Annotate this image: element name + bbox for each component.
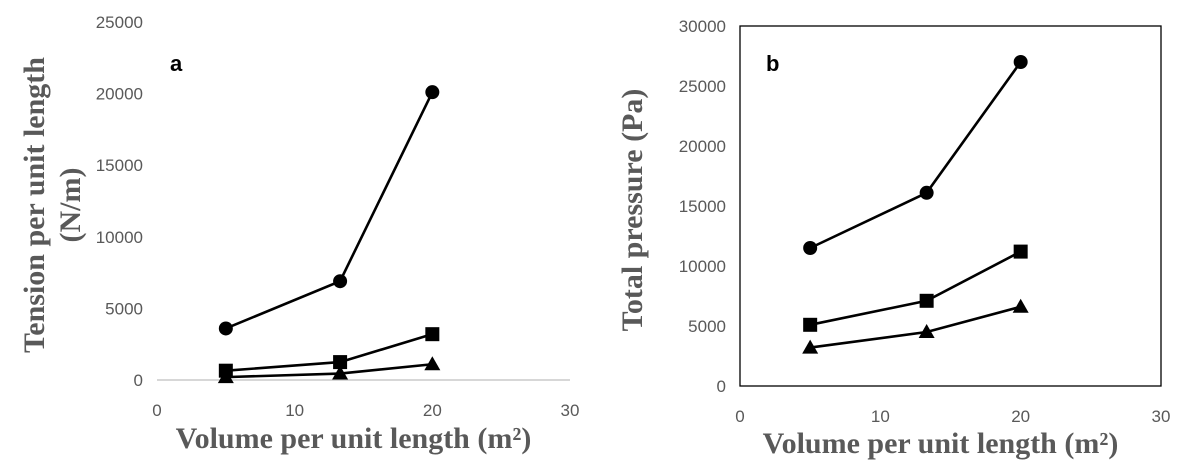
data-point-square — [803, 317, 818, 332]
data-point-square — [1013, 244, 1028, 259]
x-tick-label: 30 — [561, 401, 580, 420]
x-axis-title: Volume per unit length (m²) — [176, 422, 532, 455]
data-point-square — [425, 327, 440, 342]
y-tick-label: 5000 — [688, 317, 726, 336]
y-tick-label: 15000 — [96, 156, 143, 175]
x-tick-label: 20 — [1011, 407, 1030, 426]
data-point-triangle — [1012, 298, 1029, 313]
data-point-square — [333, 355, 348, 370]
data-point-triangle — [802, 339, 819, 354]
series-line-circle — [809, 61, 1022, 250]
series-line-circle — [225, 91, 434, 330]
x-tick-label: 0 — [735, 407, 744, 426]
data-point-triangle — [332, 365, 349, 380]
y-tick-label: 30000 — [679, 17, 726, 36]
data-point-circle — [333, 274, 348, 289]
series-line-triangle — [225, 362, 433, 379]
y-tick-label: 10000 — [679, 257, 726, 276]
data-point-circle — [803, 241, 818, 255]
y-axis-title: Tension per unit length — [18, 57, 51, 353]
data-point-circle — [1013, 55, 1028, 69]
series-line-square — [225, 332, 433, 372]
y-tick-label: 25000 — [96, 13, 143, 32]
y-tick-label: 20000 — [679, 137, 726, 156]
y-tick-label: 15000 — [679, 197, 726, 216]
chart-panel-b: 0 5000 10000 15000 20000 25000 30000 0 10 20 30 Tot… — [616, 17, 1170, 460]
panel-label: a — [170, 51, 183, 76]
x-tick-label: 10 — [285, 401, 304, 420]
y-axis-title: (N/m) — [54, 168, 87, 243]
y-tick-label: 10000 — [96, 228, 143, 247]
x-axis-title: Volume per unit length (m²) — [763, 427, 1119, 460]
data-point-triangle — [424, 356, 441, 371]
y-tick-label: 25000 — [679, 77, 726, 96]
panel-label: b — [766, 51, 779, 76]
x-tick-label: 30 — [1152, 407, 1171, 426]
y-axis-title: Total pressure (Pa) — [616, 89, 649, 332]
data-point-triangle — [918, 324, 935, 338]
y-tick-label: 20000 — [96, 85, 143, 104]
data-point-circle — [425, 85, 440, 100]
x-tick-label: 0 — [152, 401, 161, 420]
data-point-circle — [919, 185, 934, 200]
y-tick-label: 5000 — [105, 299, 143, 318]
series-line-square — [809, 250, 1022, 327]
data-point-circle — [218, 321, 233, 336]
y-tick-label: 0 — [134, 371, 143, 390]
x-tick-label: 10 — [871, 407, 890, 426]
chart-panel-a: 0 5000 10000 15000 20000 25000 0 10 20 30 Tension … — [18, 13, 579, 455]
plot-frame — [739, 25, 1162, 387]
data-point-triangle — [217, 369, 234, 384]
series-line-triangle — [809, 305, 1022, 349]
x-tick-label: 20 — [423, 401, 442, 420]
data-point-square — [919, 293, 934, 308]
y-tick-label: 0 — [717, 377, 726, 396]
